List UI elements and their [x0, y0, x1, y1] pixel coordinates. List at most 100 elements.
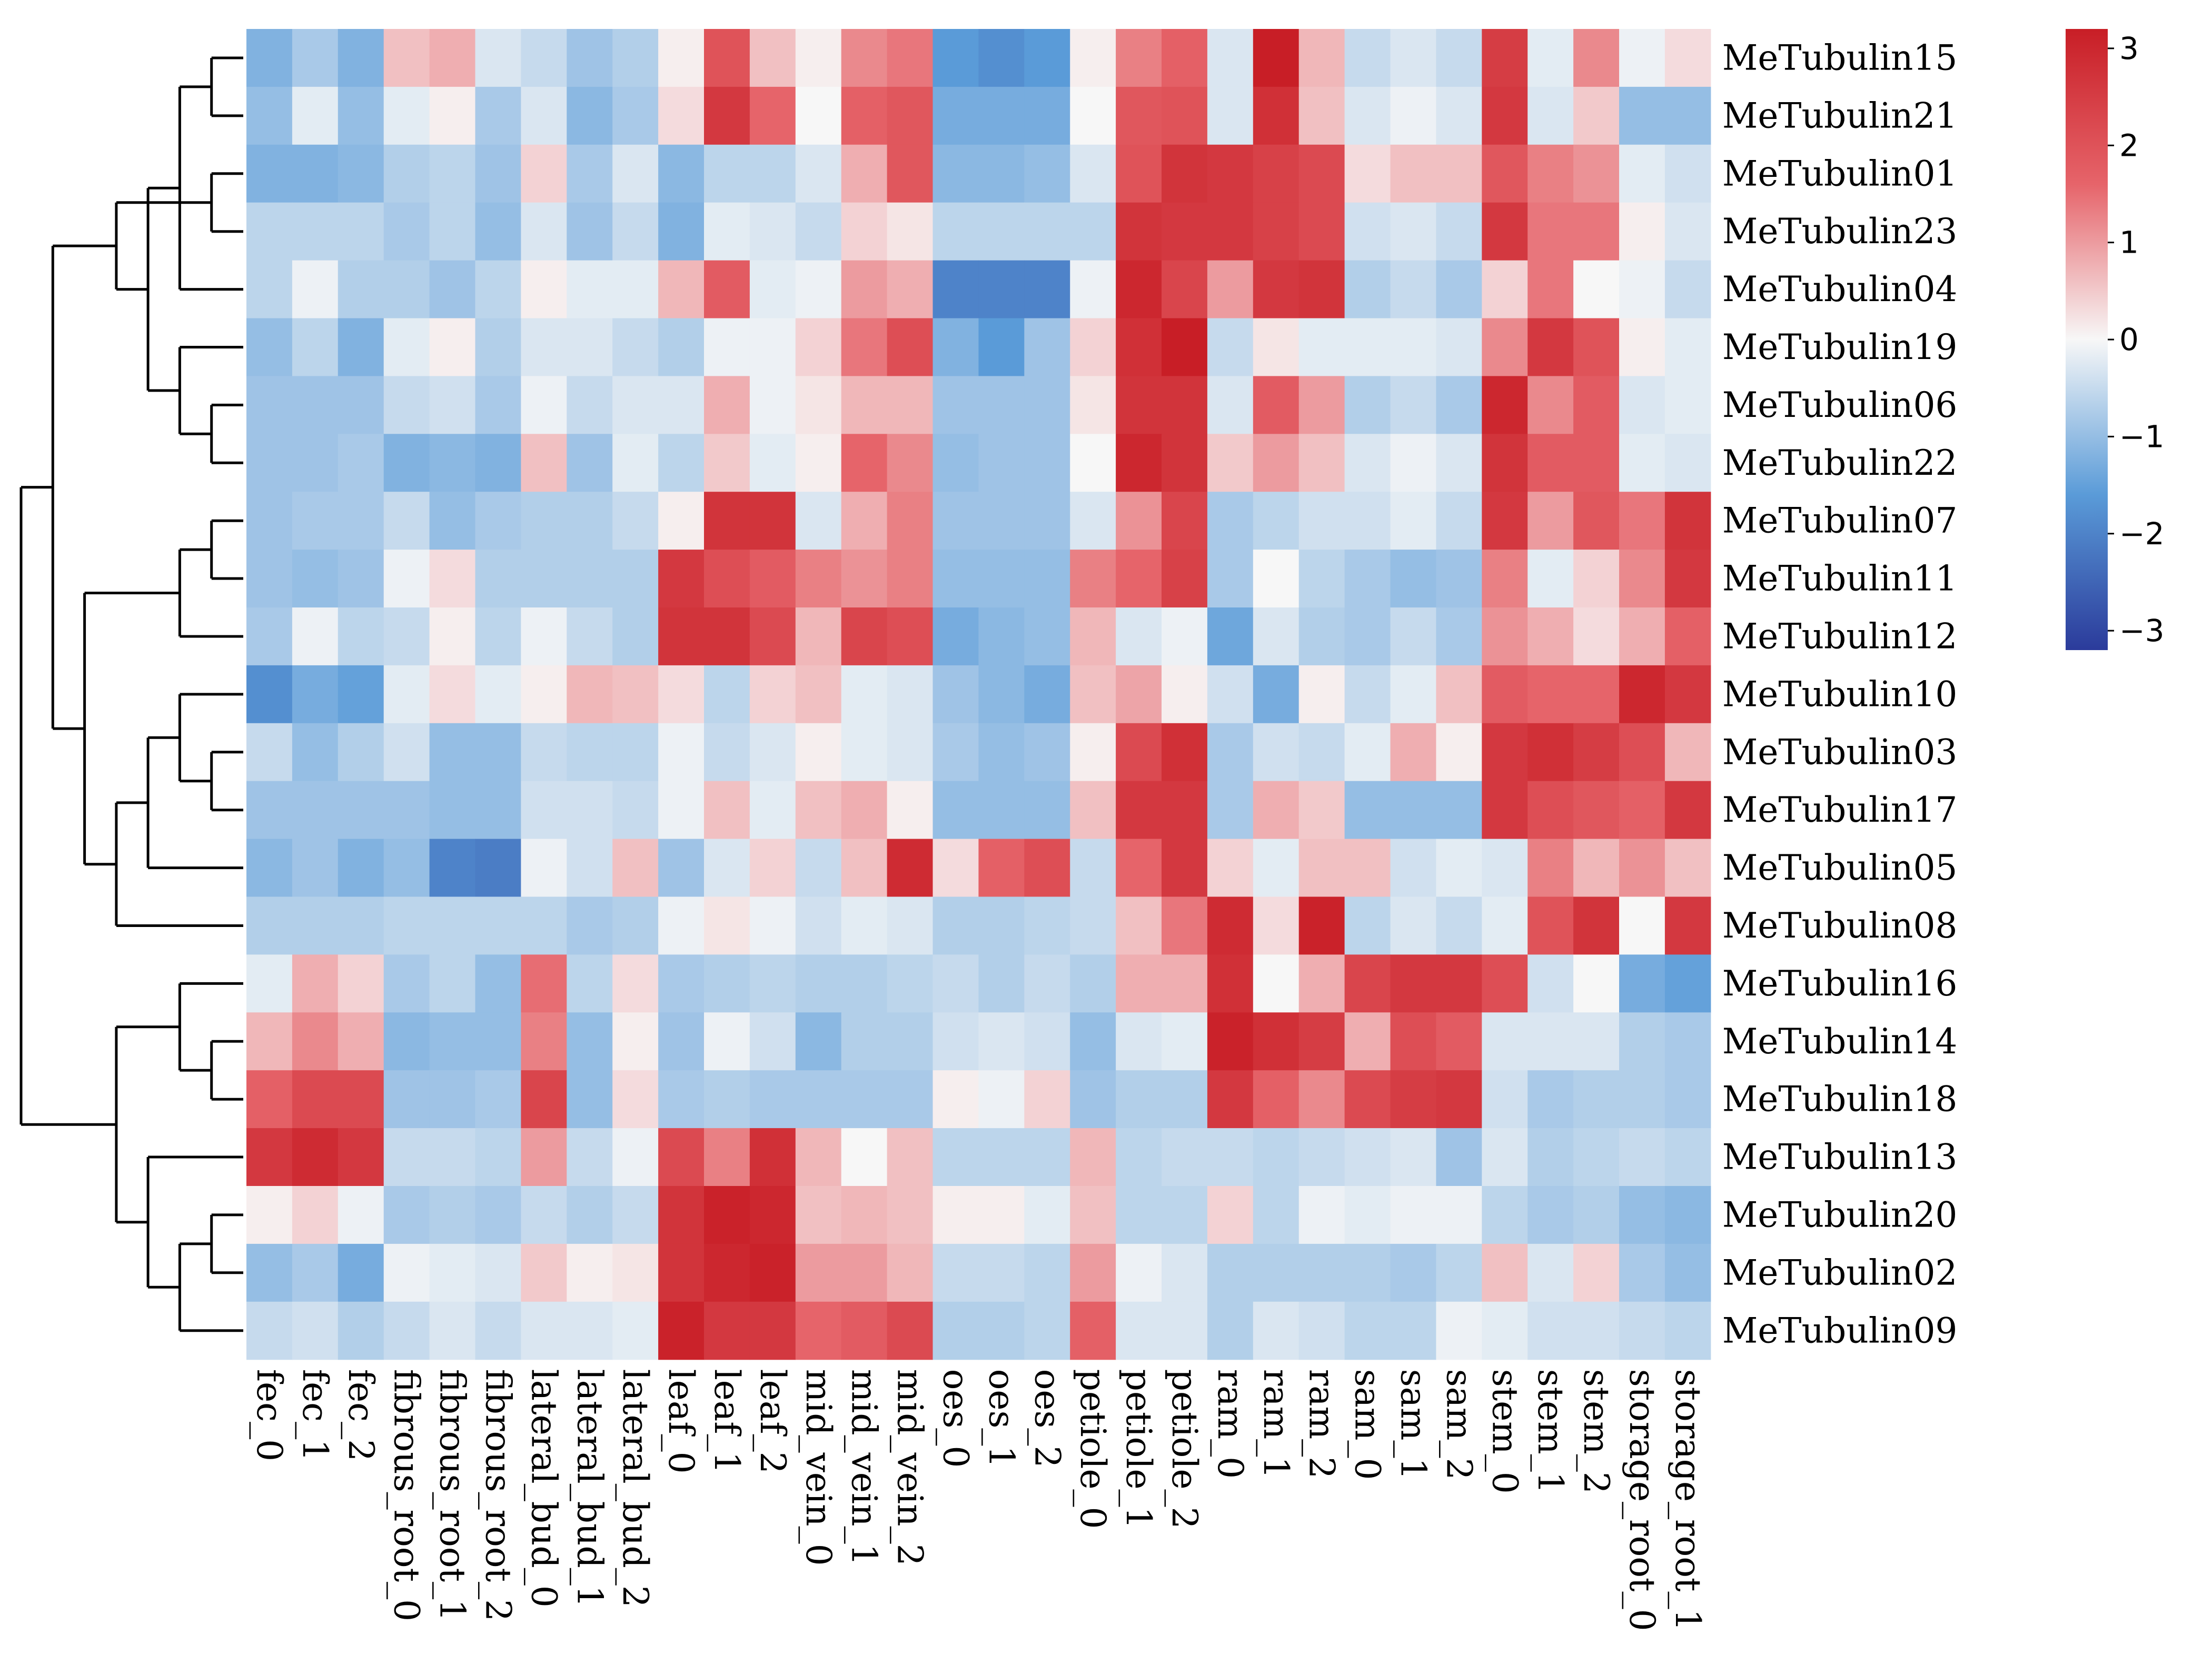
column-label: stem_1	[1530, 1369, 1571, 1494]
heatmap-cell	[246, 1070, 293, 1129]
heatmap-cell	[1344, 202, 1391, 261]
heatmap-cell	[1344, 434, 1391, 492]
heatmap-cell	[1664, 723, 1711, 782]
column-label: fibrous_root_0	[386, 1369, 427, 1621]
heatmap-cell	[795, 896, 842, 955]
heatmap-cell	[1390, 1243, 1436, 1302]
heatmap-cell	[475, 723, 521, 782]
heatmap-cell	[612, 492, 659, 550]
heatmap-cell	[933, 781, 979, 840]
heatmap-cell	[1482, 1301, 1528, 1360]
heatmap-cell	[658, 1243, 705, 1302]
heatmap-cell	[246, 86, 293, 145]
heatmap-cell	[1573, 492, 1620, 550]
colorbar	[2066, 29, 2108, 650]
heatmap-cell	[1070, 318, 1116, 376]
heatmap-cell	[246, 839, 293, 898]
heatmap-cell	[887, 781, 934, 840]
heatmap-cell	[1344, 29, 1391, 87]
heatmap-cell	[1390, 896, 1436, 955]
heatmap-cell	[1436, 665, 1482, 724]
heatmap-cell	[749, 29, 796, 87]
heatmap-cell	[1344, 839, 1391, 898]
heatmap-cell	[1024, 896, 1070, 955]
heatmap-cell	[1162, 896, 1208, 955]
heatmap-cell	[612, 550, 659, 608]
heatmap-cell	[1253, 550, 1300, 608]
heatmap-cell	[933, 434, 979, 492]
heatmap-cell	[658, 1070, 705, 1129]
heatmap-cell	[1162, 1012, 1208, 1071]
heatmap-cell	[1116, 1012, 1162, 1071]
heatmap-cell	[475, 260, 521, 319]
heatmap-cell	[292, 665, 339, 724]
heatmap-cell	[1527, 607, 1574, 666]
heatmap-cell	[429, 1012, 476, 1071]
heatmap-cell	[1024, 318, 1070, 376]
heatmap-cell	[1207, 202, 1254, 261]
heatmap-cell	[1482, 86, 1528, 145]
heatmap-cell	[1527, 202, 1574, 261]
heatmap-cell	[1482, 781, 1528, 840]
heatmap-cell	[1298, 954, 1345, 1013]
heatmap-cell	[429, 723, 476, 782]
heatmap-cell	[1482, 202, 1528, 261]
column-label: fibrous_root_2	[478, 1369, 519, 1621]
heatmap-cell	[1253, 896, 1300, 955]
heatmap-cell	[749, 434, 796, 492]
heatmap-cell	[887, 1012, 934, 1071]
column-label: storage_root_0	[1622, 1369, 1662, 1631]
heatmap-cell	[1527, 1128, 1574, 1187]
heatmap-cell	[1619, 896, 1665, 955]
heatmap-cell	[429, 260, 476, 319]
heatmap-cell	[704, 318, 750, 376]
heatmap-cell	[795, 1128, 842, 1187]
heatmap-cell	[978, 896, 1025, 955]
heatmap-cell	[1664, 1186, 1711, 1244]
heatmap-cell	[1527, 492, 1574, 550]
heatmap-cell	[1482, 434, 1528, 492]
heatmap-cell	[1070, 665, 1116, 724]
column-label: ram_0	[1210, 1369, 1251, 1479]
heatmap-cell	[1162, 1128, 1208, 1187]
heatmap-cell	[383, 896, 430, 955]
heatmap-cell	[292, 492, 339, 550]
heatmap-cell	[521, 29, 567, 87]
heatmap-cell	[978, 1070, 1025, 1129]
heatmap-cell	[1482, 1012, 1528, 1071]
heatmap-cell	[978, 1301, 1025, 1360]
heatmap-cell	[1070, 954, 1116, 1013]
heatmap-cell	[978, 29, 1025, 87]
heatmap-cell	[1024, 29, 1070, 87]
heatmap-cell	[1527, 1012, 1574, 1071]
heatmap-cell	[841, 318, 888, 376]
heatmap-cell	[1619, 954, 1665, 1013]
heatmap-cell	[887, 86, 934, 145]
heatmap-cell	[475, 1128, 521, 1187]
heatmap-cell	[1482, 492, 1528, 550]
heatmap-cell	[1207, 1128, 1254, 1187]
heatmap-cell	[338, 1070, 384, 1129]
heatmap-cell	[1436, 492, 1482, 550]
heatmap-cell	[1253, 144, 1300, 203]
heatmap-cell	[292, 723, 339, 782]
heatmap-cell	[292, 260, 339, 319]
heatmap-cell	[338, 550, 384, 608]
heatmap-cell	[292, 1243, 339, 1302]
heatmap-cell	[1070, 1301, 1116, 1360]
heatmap-cell	[887, 1301, 934, 1360]
heatmap-cell	[704, 1070, 750, 1129]
column-label: oes_0	[936, 1369, 976, 1468]
heatmap-cell	[1116, 202, 1162, 261]
heatmap-cell	[933, 376, 979, 434]
heatmap-cell	[1253, 1186, 1300, 1244]
heatmap-cell	[841, 781, 888, 840]
heatmap-cell	[1024, 1186, 1070, 1244]
heatmap-cell	[1024, 492, 1070, 550]
heatmap-cell	[1116, 781, 1162, 840]
row-dendrogram	[19, 56, 243, 1332]
heatmap-cell	[246, 1128, 293, 1187]
heatmap-cell	[1527, 1070, 1574, 1129]
heatmap-cell	[1070, 1128, 1116, 1187]
heatmap-cell	[1573, 1186, 1620, 1244]
